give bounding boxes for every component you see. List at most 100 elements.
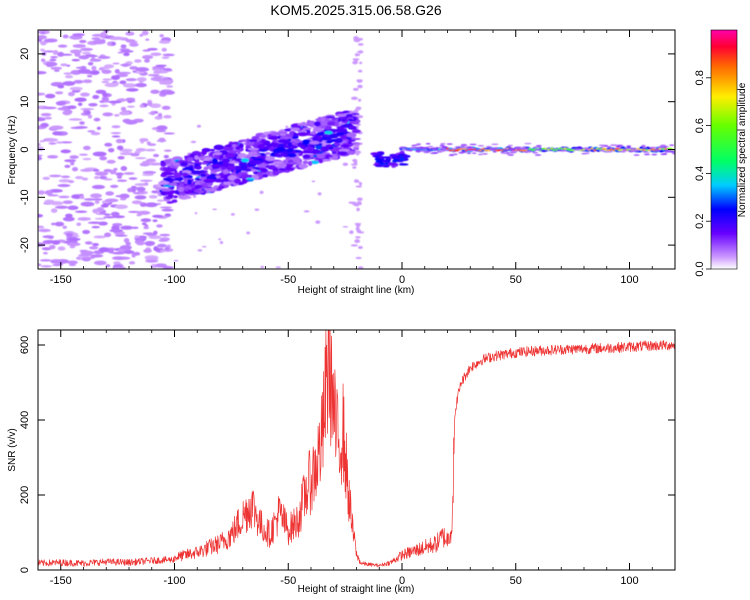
heatmap-cell [334,137,343,144]
heatmap-cell [191,170,202,175]
heatmap-cell [38,225,45,229]
heatmap-cell [69,86,83,91]
heatmap-cell [355,256,362,260]
heatmap-cell [220,166,227,170]
heatmap-cell [45,61,58,67]
heatmap-cell [598,144,605,147]
heatmap-cell [134,235,140,239]
heatmap-cell [141,222,147,226]
heatmap-cell [203,156,213,161]
heatmap-cell [45,93,56,99]
heatmap-cell [116,179,128,182]
heatmap-cell [262,174,269,178]
heatmap-cell [276,162,287,168]
heatmap-cell [521,146,526,149]
heat-ytick-label: -20 [19,237,31,253]
heatmap-cell [153,70,163,74]
heatmap-cell [259,134,267,139]
heatmap-cell [222,169,229,175]
heatmap-cell [115,172,124,176]
heatmap-cell [192,195,197,198]
heatmap-cell [134,195,147,200]
heatmap-cell [93,235,106,239]
heatmap-cell [626,145,632,147]
heatmap-cell [90,57,96,62]
heatmap-cell [101,96,110,102]
heatmap-cell [190,140,197,144]
heatmap-cell [131,200,143,205]
heat-xtick-label: -150 [50,274,72,286]
heatmap-cell [161,105,171,110]
heatmap-cell [149,103,162,109]
heatmap-cell [477,144,485,147]
heatmap-cell [70,160,75,166]
heatmap-cell [213,151,223,156]
heatmap-cell [145,259,159,263]
heat-ytick-label: 20 [19,48,31,60]
heatmap-cell [119,148,133,153]
heatmap-cell [454,146,461,148]
heatmap-cell [71,58,81,62]
heatmap-cell [162,77,168,82]
heatmap-cell [459,146,467,149]
heatmap-cell [146,233,157,237]
heatmap-cell [284,128,292,132]
heatmap-cell [147,73,160,77]
heatmap-cell [259,190,264,195]
heatmap-cell [144,59,150,63]
heatmap-cell [48,174,62,178]
heatmap-cell [425,142,431,145]
heatmap-cell [139,179,153,182]
heatmap-cell [441,146,449,149]
snr-xtick-label: 50 [510,575,522,587]
heatmap-cell [419,150,427,152]
heatmap-cell [144,224,149,227]
heatmap-cell [354,53,360,57]
heatmap-cell [55,91,64,95]
heatmap-cell [357,231,365,234]
heatmap-cell [156,125,168,131]
heatmap-cell [78,55,90,60]
heatmap-cell [144,148,156,152]
heatmap-cell [633,154,640,156]
heatmap-cell [105,191,115,196]
heatmap-cell [92,151,107,157]
heatmap-cell [65,232,74,238]
heatmap-cell [67,105,77,110]
heatmap-cell [145,257,159,261]
heatmap-cell [195,184,201,189]
heatmap-cell [41,247,52,251]
heatmap-cell [107,147,115,153]
heatmap-cell [38,154,43,157]
heatmap-cell [358,182,363,186]
heatmap-cell [103,232,112,238]
heatmap-cell [285,167,295,171]
heatmap-cell [82,256,96,260]
heatmap-cell [141,173,154,177]
heatmap-cell [136,186,146,192]
snr-ticks: -150 -100 -50 0 50 100 0 200 400 600 [19,330,676,587]
heatmap-cell [67,180,75,184]
heatmap-cell [184,185,192,189]
heatmap-cell [39,140,45,143]
heatmap-cell [197,249,203,252]
heatmap-cell [154,263,167,268]
heatmap-cell [382,164,390,168]
heatmap-cell [112,256,126,261]
heatmap-cell [119,80,127,85]
heatmap-cell [94,217,107,220]
heatmap-cell [126,105,136,108]
heatmap-cell [40,265,52,268]
heatmap-cell [62,225,67,229]
heatmap-cell [76,222,82,227]
heatmap-cell [342,162,349,167]
heatmap-cell [101,80,110,84]
heatmap-cell [605,145,612,148]
heatmap-cell [91,184,106,190]
heatmap-cell [211,164,223,168]
heatmap-cell [40,58,46,63]
heatmap-cell [245,138,251,144]
heatmap-cell [134,59,142,63]
heatmap-cell [287,161,298,165]
heatmap-cell [74,126,88,129]
